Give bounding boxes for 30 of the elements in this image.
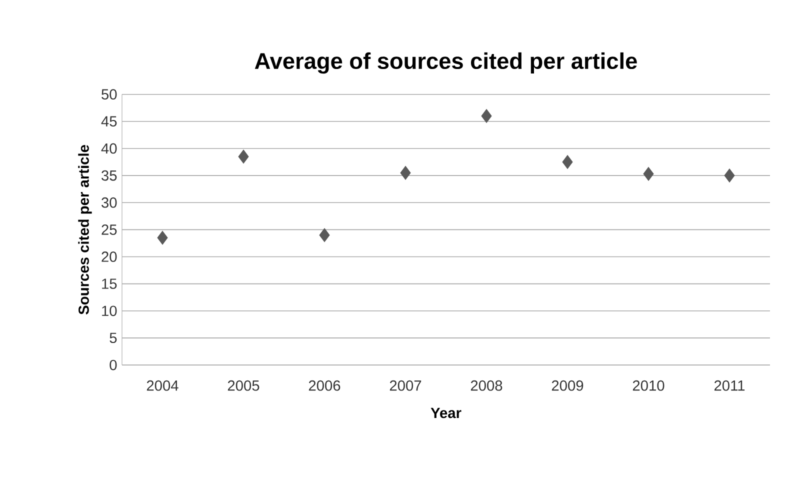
y-tick-label: 50: [102, 89, 117, 100]
point: [562, 155, 573, 169]
y-tick-label: 15: [102, 278, 117, 289]
point: [643, 166, 654, 181]
y-tick-label: 45: [101, 116, 117, 127]
y-tick-label: 30: [102, 197, 117, 208]
y-tick-label: 10: [102, 306, 117, 316]
point: [238, 150, 249, 164]
x-tick-label: 2007: [390, 380, 422, 391]
chart-title: Average of sources cited per article: [254, 52, 637, 74]
x-tick-label: 2005: [228, 380, 260, 391]
x-tick-label: 2010: [632, 380, 664, 391]
y-tick-label: 40: [101, 143, 117, 154]
x-tick-label: 2011: [714, 380, 745, 391]
point: [157, 230, 168, 245]
point: [724, 168, 735, 182]
x-tick-label: 2008: [470, 380, 502, 391]
y-tick-label: 0: [110, 360, 117, 370]
y-tick-label: 25: [102, 224, 117, 235]
y-axis-title: Sources cited per article: [78, 145, 92, 314]
x-tick-label: 2009: [552, 380, 584, 391]
y-tick-label: 5: [110, 332, 117, 344]
x-axis-title: Year: [430, 408, 462, 418]
x-tick-label: 2006: [308, 380, 340, 391]
point: [400, 166, 411, 180]
point: [481, 109, 492, 123]
y-tick-label: 20: [102, 252, 117, 262]
y-tick-label: 35: [102, 170, 117, 181]
x-tick-label: 2004: [146, 380, 178, 391]
point: [319, 228, 330, 242]
